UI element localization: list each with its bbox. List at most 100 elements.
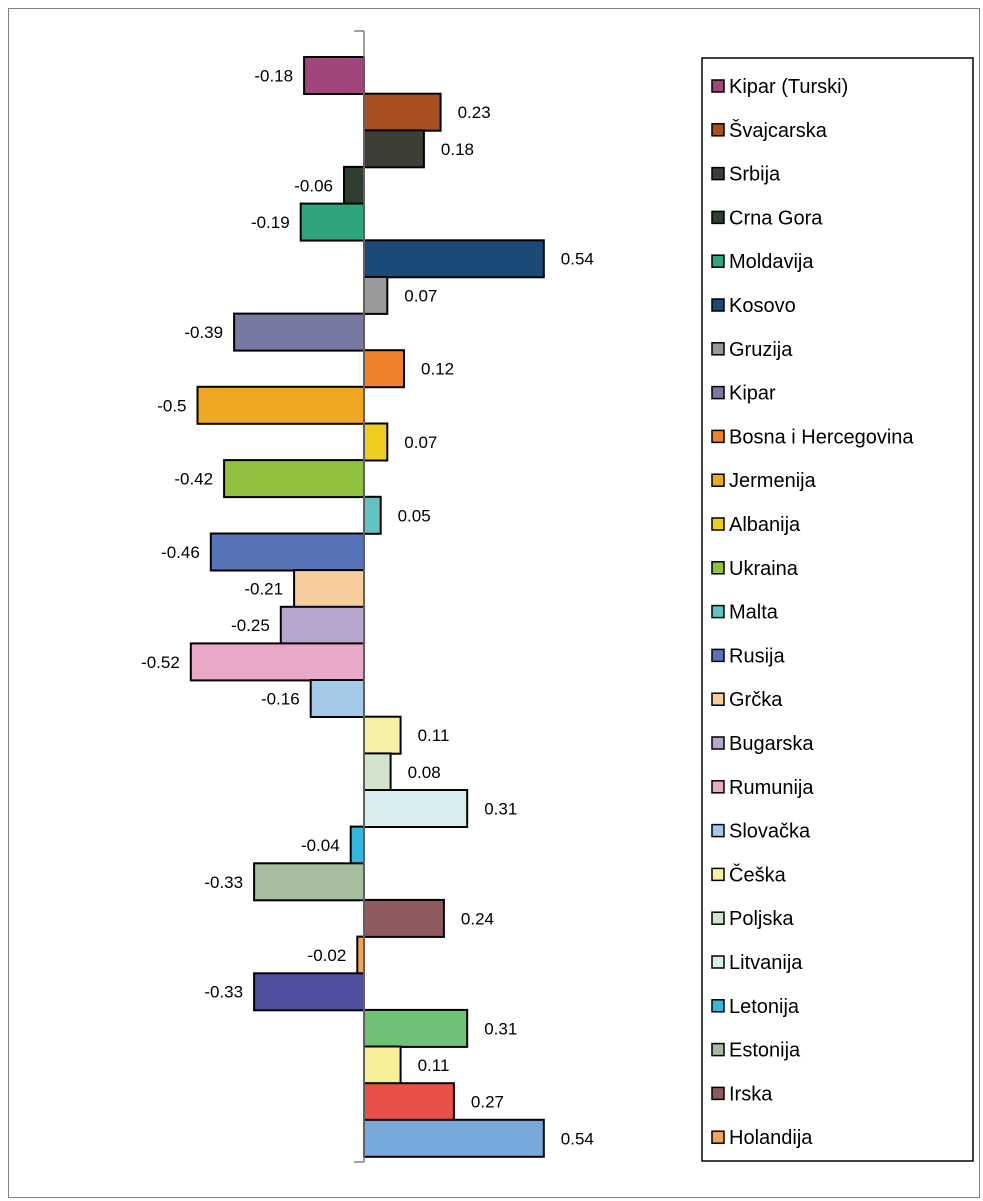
bar-8 bbox=[363, 349, 405, 389]
bar-4 bbox=[299, 202, 366, 242]
legend-label-14: Grčka bbox=[729, 689, 783, 711]
legend-swatch-5 bbox=[711, 298, 725, 312]
value-label-22: -0.33 bbox=[204, 873, 243, 892]
bar-26 bbox=[363, 1008, 469, 1048]
legend-label-10: Albanija bbox=[729, 514, 801, 536]
bar-18 bbox=[363, 715, 402, 755]
value-labels-layer: -0.18 0.23 0.18 -0.06-0.19 0.54 0.07 -0.39 0.12… bbox=[141, 67, 594, 1149]
value-label-16: -0.52 bbox=[141, 653, 180, 672]
axis-layer bbox=[354, 30, 365, 1163]
bar-6 bbox=[363, 275, 389, 315]
bar-23 bbox=[363, 898, 445, 938]
legend-swatch-21 bbox=[711, 999, 725, 1013]
bar-17 bbox=[309, 679, 366, 718]
value-label-8: 0.12 bbox=[421, 360, 454, 379]
legend-swatch-24 bbox=[711, 1130, 725, 1144]
value-label-21: -0.04 bbox=[301, 836, 340, 855]
bar-25 bbox=[253, 972, 366, 1012]
value-label-7: -0.39 bbox=[184, 323, 223, 342]
value-label-0: -0.18 bbox=[254, 67, 293, 86]
bar-19 bbox=[363, 752, 392, 792]
bar-9 bbox=[196, 385, 365, 425]
bar-3 bbox=[343, 165, 365, 205]
bar-13 bbox=[209, 532, 365, 572]
legend-label-24: Holandija bbox=[729, 1127, 813, 1149]
bar-14 bbox=[293, 569, 366, 609]
legend-label-6: Gruzija bbox=[729, 339, 793, 361]
legend-swatch-9 bbox=[711, 473, 725, 487]
value-label-15: -0.25 bbox=[231, 616, 270, 635]
legend-label-1: Švajcarska bbox=[729, 119, 828, 142]
value-label-26: 0.31 bbox=[484, 1019, 517, 1038]
bar-21 bbox=[349, 825, 366, 865]
legend-swatch-6 bbox=[711, 342, 725, 356]
bar-0 bbox=[303, 56, 366, 95]
value-label-5: 0.54 bbox=[561, 250, 594, 269]
bar-11 bbox=[223, 459, 365, 499]
bars-layer bbox=[189, 56, 545, 1158]
legend-label-2: Srbija bbox=[729, 164, 781, 186]
legend-label-23: Irska bbox=[729, 1083, 773, 1105]
value-label-11: -0.42 bbox=[174, 470, 213, 489]
legend-swatch-17 bbox=[711, 823, 725, 838]
legend-label-13: Rusija bbox=[729, 645, 785, 667]
bar-15 bbox=[279, 605, 366, 645]
value-label-6: 0.07 bbox=[404, 286, 437, 305]
value-label-28: 0.27 bbox=[471, 1093, 504, 1112]
legend-swatch-14 bbox=[711, 692, 725, 706]
legend-label-16: Rumunija bbox=[729, 777, 814, 799]
value-label-3: -0.06 bbox=[294, 176, 333, 195]
value-label-20: 0.31 bbox=[484, 800, 517, 819]
legend-label-19: Poljska bbox=[729, 908, 794, 930]
value-label-14: -0.21 bbox=[244, 580, 283, 599]
legend-swatch-22 bbox=[711, 1042, 725, 1057]
legend-label-8: Bosna i Hercegovina bbox=[729, 426, 914, 448]
legend-label-15: Bugarska bbox=[729, 733, 814, 755]
value-label-10: 0.07 bbox=[404, 433, 437, 452]
legend: Kipar (Turski) Švajcarska Srbija Crna Gora M… bbox=[701, 57, 974, 1162]
legend-label-0: Kipar (Turski) bbox=[729, 76, 848, 98]
legend-swatch-15 bbox=[711, 736, 725, 750]
bar-10 bbox=[363, 422, 389, 462]
legend-swatch-8 bbox=[711, 429, 725, 444]
bar-20 bbox=[363, 789, 469, 828]
legend-label-18: Češka bbox=[729, 863, 787, 886]
bar-27 bbox=[363, 1045, 402, 1085]
value-label-2: 0.18 bbox=[441, 140, 474, 159]
legend-label-12: Malta bbox=[729, 602, 779, 624]
legend-swatch-18 bbox=[711, 867, 725, 882]
value-label-27: 0.11 bbox=[418, 1056, 450, 1075]
value-label-29: 0.54 bbox=[561, 1129, 594, 1148]
bar-2 bbox=[363, 129, 425, 169]
legend-swatch-20 bbox=[711, 955, 725, 969]
value-label-1: 0.23 bbox=[458, 103, 491, 122]
legend-label-20: Litvanija bbox=[729, 952, 803, 974]
legend-swatch-1 bbox=[711, 123, 725, 137]
legend-label-21: Letonija bbox=[729, 996, 800, 1018]
legend-swatch-12 bbox=[711, 604, 725, 619]
value-label-12: 0.05 bbox=[398, 506, 431, 525]
value-label-4: -0.19 bbox=[251, 213, 290, 232]
legend-label-11: Ukraina bbox=[729, 558, 799, 580]
legend-label-3: Crna Gora bbox=[729, 207, 823, 229]
bar-7 bbox=[233, 312, 365, 352]
legend-box bbox=[701, 57, 974, 1162]
legend-label-22: Estonija bbox=[729, 1040, 801, 1062]
chart-frame bbox=[8, 8, 980, 1198]
legend-swatch-13 bbox=[711, 648, 725, 663]
bar-12 bbox=[363, 495, 382, 535]
value-label-24: -0.02 bbox=[308, 946, 347, 965]
legend-swatch-3 bbox=[711, 210, 725, 225]
bar-16 bbox=[189, 642, 365, 682]
legend-swatch-4 bbox=[711, 254, 725, 268]
bar-29 bbox=[363, 1118, 545, 1158]
legend-swatch-19 bbox=[711, 911, 725, 925]
bar-1 bbox=[363, 92, 442, 132]
legend-swatch-23 bbox=[711, 1086, 725, 1101]
bar-24 bbox=[356, 935, 365, 975]
value-label-9: -0.5 bbox=[157, 396, 186, 415]
legend-label-7: Kipar bbox=[729, 383, 776, 405]
legend-swatch-11 bbox=[711, 561, 725, 575]
legend-swatch-2 bbox=[711, 166, 725, 181]
